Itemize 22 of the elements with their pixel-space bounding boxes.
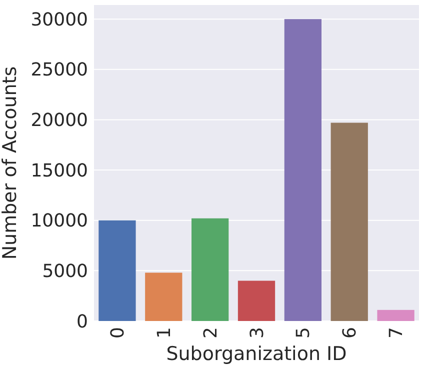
y-tick-label: 5000 bbox=[42, 260, 88, 282]
bar bbox=[145, 272, 182, 321]
bar bbox=[238, 280, 276, 321]
x-tick-label: 5 bbox=[293, 327, 314, 338]
bar bbox=[284, 19, 322, 321]
x-axis-title: Suborganization ID bbox=[166, 343, 347, 365]
x-tick-label: 1 bbox=[154, 327, 175, 338]
bar bbox=[330, 122, 368, 321]
x-tick-label: 7 bbox=[386, 327, 408, 338]
y-tick-label: 25000 bbox=[30, 60, 88, 81]
y-tick-label: 30000 bbox=[30, 9, 88, 30]
y-tick-label: 20000 bbox=[30, 110, 88, 132]
x-tick-label: 2 bbox=[200, 327, 222, 338]
y-axis-title: Number of Accounts bbox=[0, 66, 21, 260]
y-tick-label: 15000 bbox=[30, 160, 88, 182]
y-tick-label: 10000 bbox=[30, 210, 88, 232]
x-tick-label: 0 bbox=[108, 327, 129, 338]
x-tick-label: 3 bbox=[246, 327, 268, 338]
bar bbox=[192, 218, 229, 321]
bar bbox=[98, 220, 136, 321]
x-tick-label: 6 bbox=[340, 327, 361, 338]
bar bbox=[377, 310, 414, 321]
